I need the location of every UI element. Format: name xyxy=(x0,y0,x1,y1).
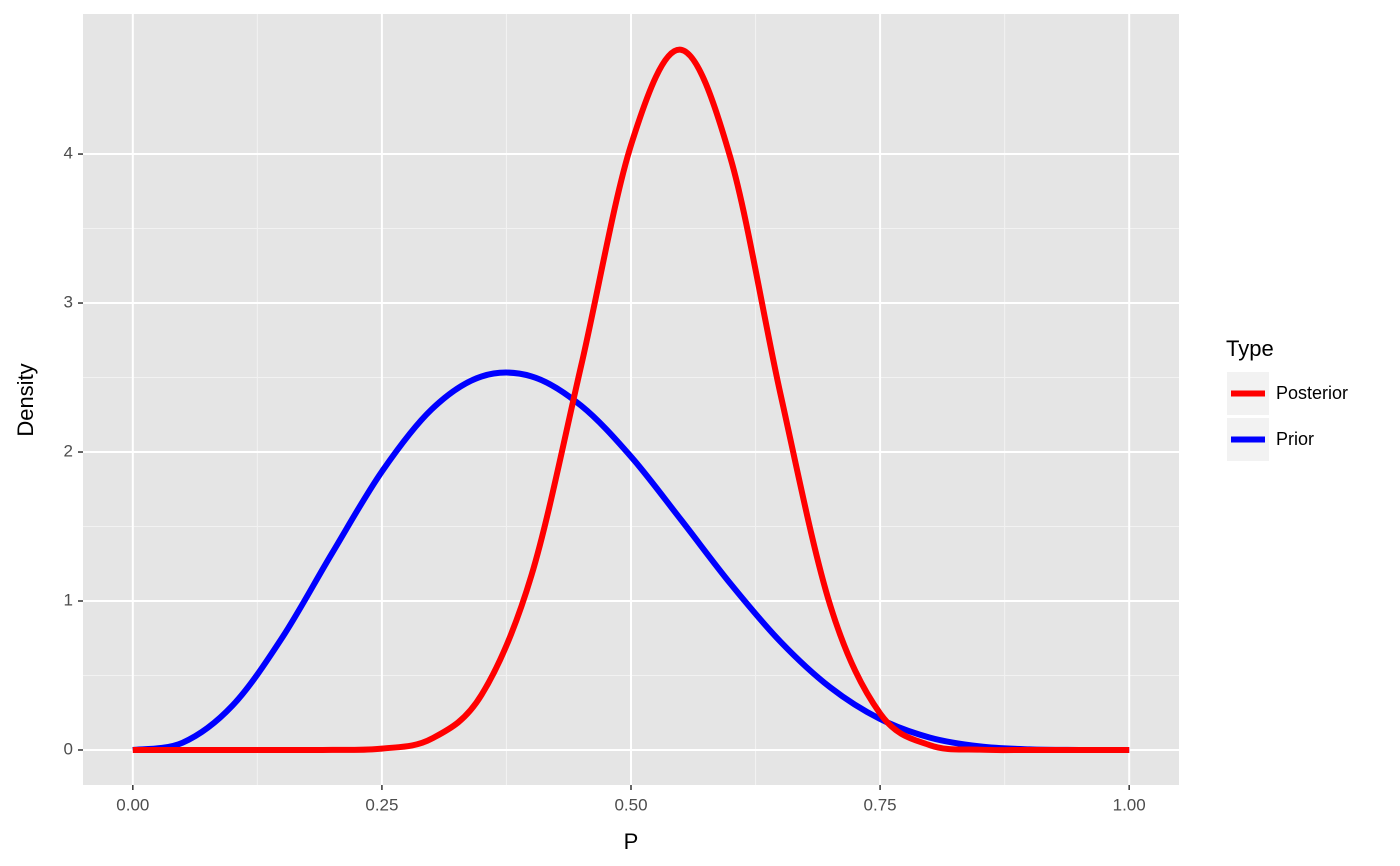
y-tick-label: 0 xyxy=(64,739,73,758)
y-tick-label: 1 xyxy=(64,590,73,609)
legend-label: Prior xyxy=(1276,429,1314,449)
x-tick-label: 1.00 xyxy=(1113,795,1146,814)
x-axis-title: P xyxy=(624,829,639,854)
y-tick-label: 2 xyxy=(64,442,73,461)
grid xyxy=(83,14,1179,785)
legend-label: Posterior xyxy=(1276,383,1348,403)
line-series xyxy=(132,369,1130,754)
y-tick-label: 4 xyxy=(64,144,73,163)
line-series xyxy=(132,46,1130,754)
y-tick-label: 3 xyxy=(64,293,73,312)
y-axis-title: Density xyxy=(13,363,38,436)
x-tick-label: 0.75 xyxy=(864,795,897,814)
x-tick-label: 0.50 xyxy=(614,795,647,814)
legend: Type Posterior Prior xyxy=(1226,336,1348,461)
lines xyxy=(132,46,1130,754)
x-tick-label: 0.00 xyxy=(116,795,149,814)
axes: 0.00 0.25 0.50 0.75 1.00 0 1 2 3 4 xyxy=(64,144,1146,815)
x-tick-label: 0.25 xyxy=(365,795,398,814)
legend-title: Type xyxy=(1226,336,1274,361)
